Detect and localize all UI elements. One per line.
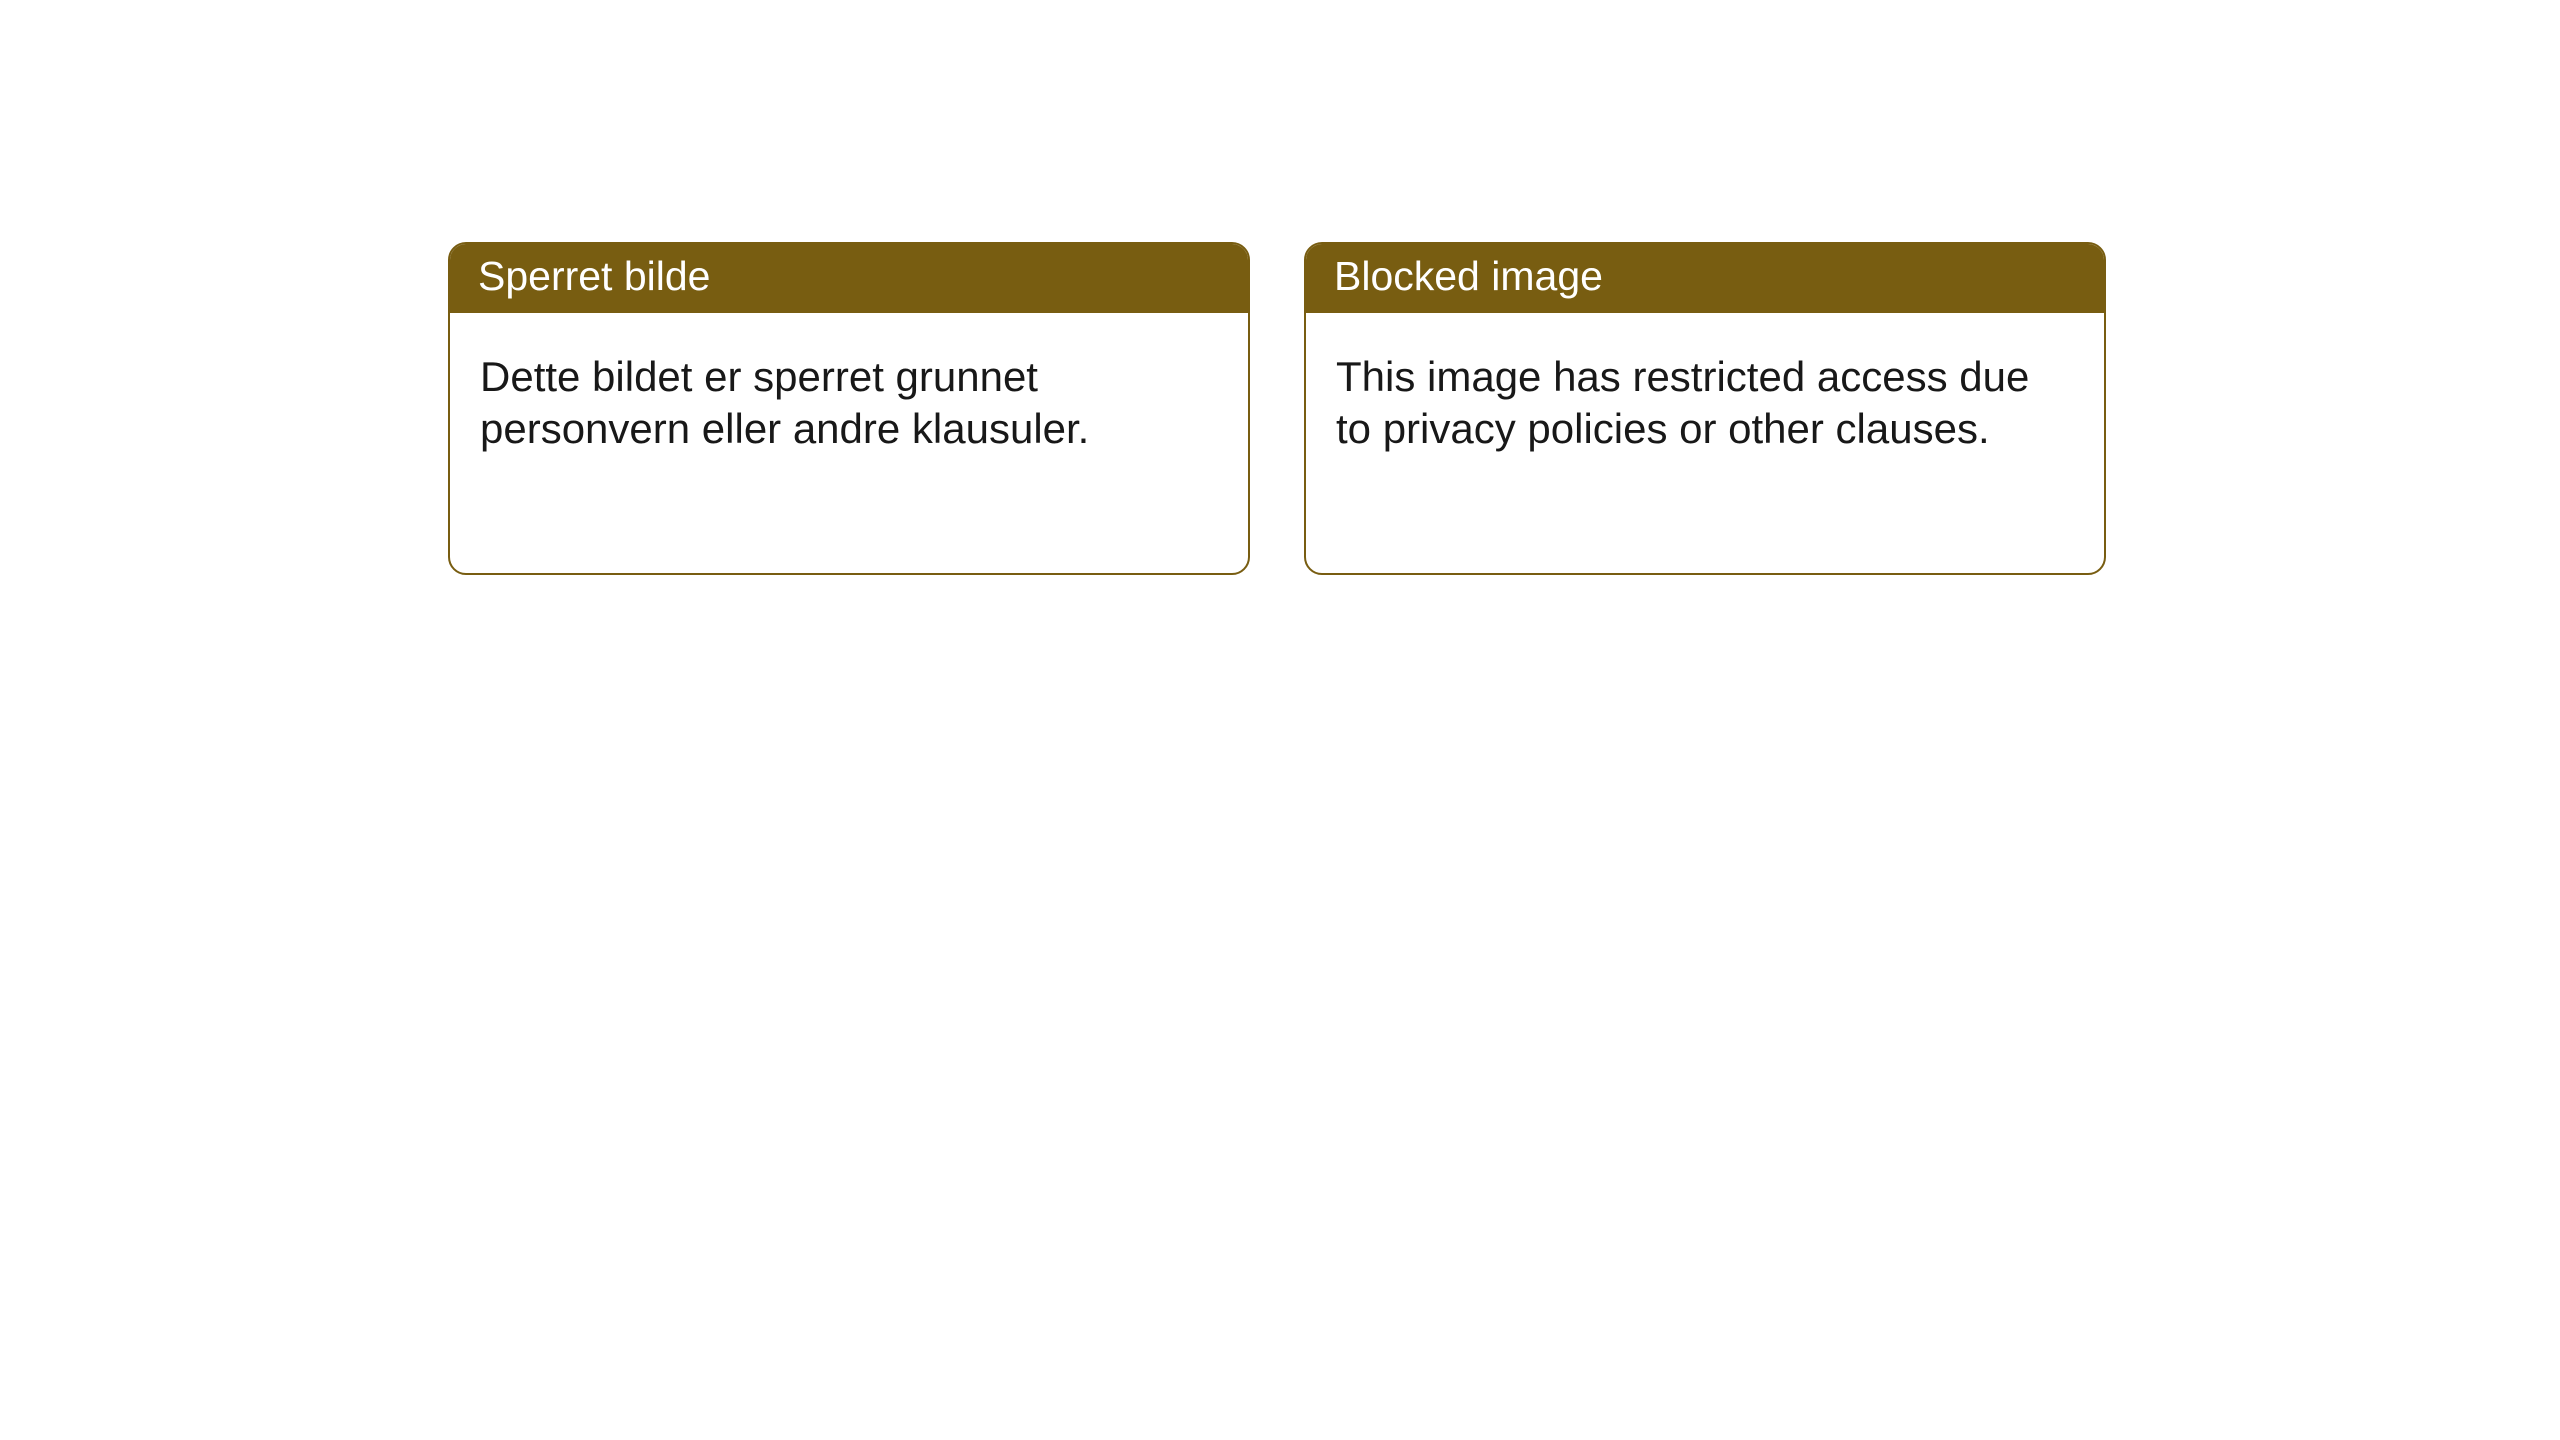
panel-body-text: This image has restricted access due to …: [1306, 313, 2104, 484]
panel-body-text: Dette bildet er sperret grunnet personve…: [450, 313, 1248, 484]
panel-title: Blocked image: [1306, 244, 2104, 313]
panel-title: Sperret bilde: [450, 244, 1248, 313]
panel-norwegian: Sperret bilde Dette bildet er sperret gr…: [448, 242, 1250, 575]
panel-english: Blocked image This image has restricted …: [1304, 242, 2106, 575]
panels-container: Sperret bilde Dette bildet er sperret gr…: [0, 0, 2560, 575]
